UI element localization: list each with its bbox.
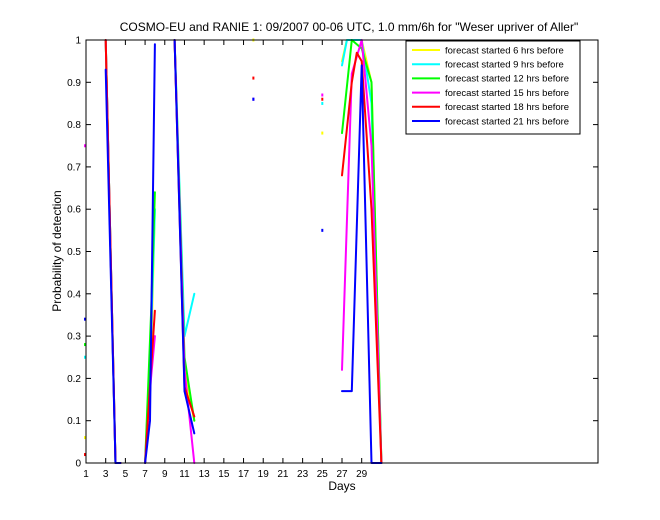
x-axis-label: Days <box>328 479 355 493</box>
y-tick-label: 0.7 <box>67 162 81 173</box>
series-6-line <box>173 39 196 435</box>
x-tick-label: 21 <box>277 469 289 480</box>
x-tick-label: 23 <box>297 469 309 480</box>
x-tick-label: 11 <box>179 469 190 480</box>
y-tick-label: 0.1 <box>67 416 81 427</box>
x-tick-label: 9 <box>162 469 168 480</box>
y-tick-label: 0 <box>75 459 81 470</box>
x-tick-label: 17 <box>238 469 250 480</box>
x-tick-label: 1 <box>83 469 89 480</box>
y-tick-label: 0.3 <box>67 332 81 343</box>
legend-box <box>405 40 581 135</box>
y-tick-label: 0.9 <box>67 78 81 89</box>
y-tick-label: 0.8 <box>67 120 81 131</box>
series-5-line <box>341 51 383 464</box>
axis-ticks: 1 3 5 7 9 11 13 15 17 19 21 23 25 27 2900.10.20.30.40.… <box>67 36 598 480</box>
legend-label: forecast started 9 hrs before <box>445 60 564 71</box>
x-tick-label: 15 <box>218 469 230 480</box>
y-tick-label: 0.4 <box>67 289 81 300</box>
legend-label: forecast started 15 hrs before <box>445 88 569 99</box>
legend: forecast started 6 hrs before forecast st… <box>405 40 581 135</box>
x-tick-label: 5 <box>123 469 129 480</box>
legend-label: forecast started 12 hrs before <box>445 74 569 85</box>
x-tick-label: 13 <box>199 469 211 480</box>
y-tick-label: 0.6 <box>67 205 81 216</box>
x-tick-label: 27 <box>336 469 348 480</box>
y-tick-label: 0.2 <box>67 374 81 385</box>
y-axis-label: Probability of detection <box>50 190 64 311</box>
legend-label: forecast started 18 hrs before <box>445 102 569 113</box>
legend-label: forecast started 6 hrs before <box>445 45 564 56</box>
x-tick-label: 3 <box>103 469 109 480</box>
y-tick-label: 1 <box>75 36 81 47</box>
legend-label: forecast started 21 hrs before <box>445 116 569 127</box>
plot-frame <box>85 39 599 464</box>
x-tick-label: 25 <box>317 469 329 480</box>
x-tick-label: 29 <box>356 469 368 480</box>
y-tick-label: 0.5 <box>67 247 81 258</box>
x-tick-label: 7 <box>142 469 148 480</box>
x-tick-label: 19 <box>258 469 270 480</box>
series-6-line <box>144 43 156 464</box>
chart-title: COSMO-EU and RANIE 1: 09/2007 00-06 UTC,… <box>120 20 578 34</box>
